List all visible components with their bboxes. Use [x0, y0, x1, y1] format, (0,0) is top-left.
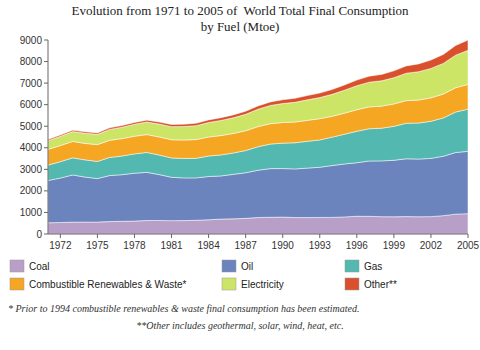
- legend-label: Other**: [364, 279, 397, 290]
- y-tick-label: 3000: [20, 164, 43, 175]
- footnote: **Other includes geothermal, solar, wind…: [136, 320, 343, 331]
- x-tick: [430, 234, 431, 238]
- y-tick: [44, 40, 48, 41]
- y-tick: [44, 83, 48, 84]
- x-tick: [356, 234, 357, 238]
- chart: Evolution from 1971 to 2005 of World Tot…: [0, 0, 480, 350]
- areas: [48, 40, 468, 234]
- x-tick-label: 1984: [197, 240, 220, 251]
- x-tick: [208, 234, 209, 238]
- x-tick: [319, 234, 320, 238]
- x-tick: [282, 234, 283, 238]
- legend-swatch: [10, 260, 24, 272]
- x-axis: [48, 234, 468, 235]
- legend-swatch: [222, 260, 236, 272]
- y-tick: [44, 234, 48, 235]
- legend: Coal Oil Gas Combustible Renewables & Waste…: [10, 260, 397, 290]
- legend-label: Gas: [364, 261, 382, 272]
- y-axis: [48, 40, 49, 234]
- y-tick: [44, 104, 48, 105]
- y-tick: [44, 126, 48, 127]
- x-tick: [245, 234, 246, 238]
- y-tick: [44, 61, 48, 62]
- legend-swatch: [345, 278, 359, 290]
- x-tick-label: 2005: [457, 240, 480, 251]
- x-tick-label: 1996: [346, 240, 369, 251]
- y-tick: [44, 212, 48, 213]
- x-tick-label: 2002: [420, 240, 443, 251]
- legend-label: Coal: [29, 261, 50, 272]
- y-tick-label: 8000: [20, 56, 43, 67]
- y-tick: [44, 147, 48, 148]
- x-tick-label: 1993: [309, 240, 332, 251]
- y-tick-label: 1000: [20, 207, 43, 218]
- x-tick-label: 1975: [86, 240, 109, 251]
- area: [48, 40, 468, 141]
- y-tick: [44, 190, 48, 191]
- y-tick-label: 0: [36, 229, 42, 240]
- x-tick: [134, 234, 135, 238]
- x-tick: [60, 234, 61, 238]
- legend-swatch: [345, 260, 359, 272]
- legend-label: Combustible Renewables & Waste*: [29, 279, 187, 290]
- x-tick: [97, 234, 98, 238]
- y-tick: [44, 169, 48, 170]
- y-tick-label: 9000: [20, 35, 43, 46]
- y-tick-label: 4000: [20, 142, 43, 153]
- y-tick-label: 6000: [20, 99, 43, 110]
- y-tick-label: 2000: [20, 185, 43, 196]
- x-tick-label: 1999: [383, 240, 406, 251]
- area: [48, 50, 468, 149]
- footnote: * Prior to 1994 combustible renewables &…: [8, 303, 360, 314]
- subtitle: by Fuel (Mtoe): [201, 19, 280, 34]
- x-tick-label: 1981: [160, 240, 183, 251]
- x-tick: [171, 234, 172, 238]
- x-tick-label: 1972: [49, 240, 72, 251]
- legend-swatch: [222, 278, 236, 290]
- x-tick-label: 1978: [123, 240, 146, 251]
- title: Evolution from 1971 to 2005 of World Tot…: [71, 3, 409, 18]
- legend-swatch: [10, 278, 24, 290]
- x-tick-label: 1990: [272, 240, 295, 251]
- legend-label: Electricity: [241, 279, 284, 290]
- y-tick-label: 7000: [20, 78, 43, 89]
- legend-label: Oil: [241, 261, 253, 272]
- x-tick: [468, 234, 469, 238]
- x-tick: [393, 234, 394, 238]
- y-tick-label: 5000: [20, 121, 43, 132]
- x-tick-label: 1987: [235, 240, 258, 251]
